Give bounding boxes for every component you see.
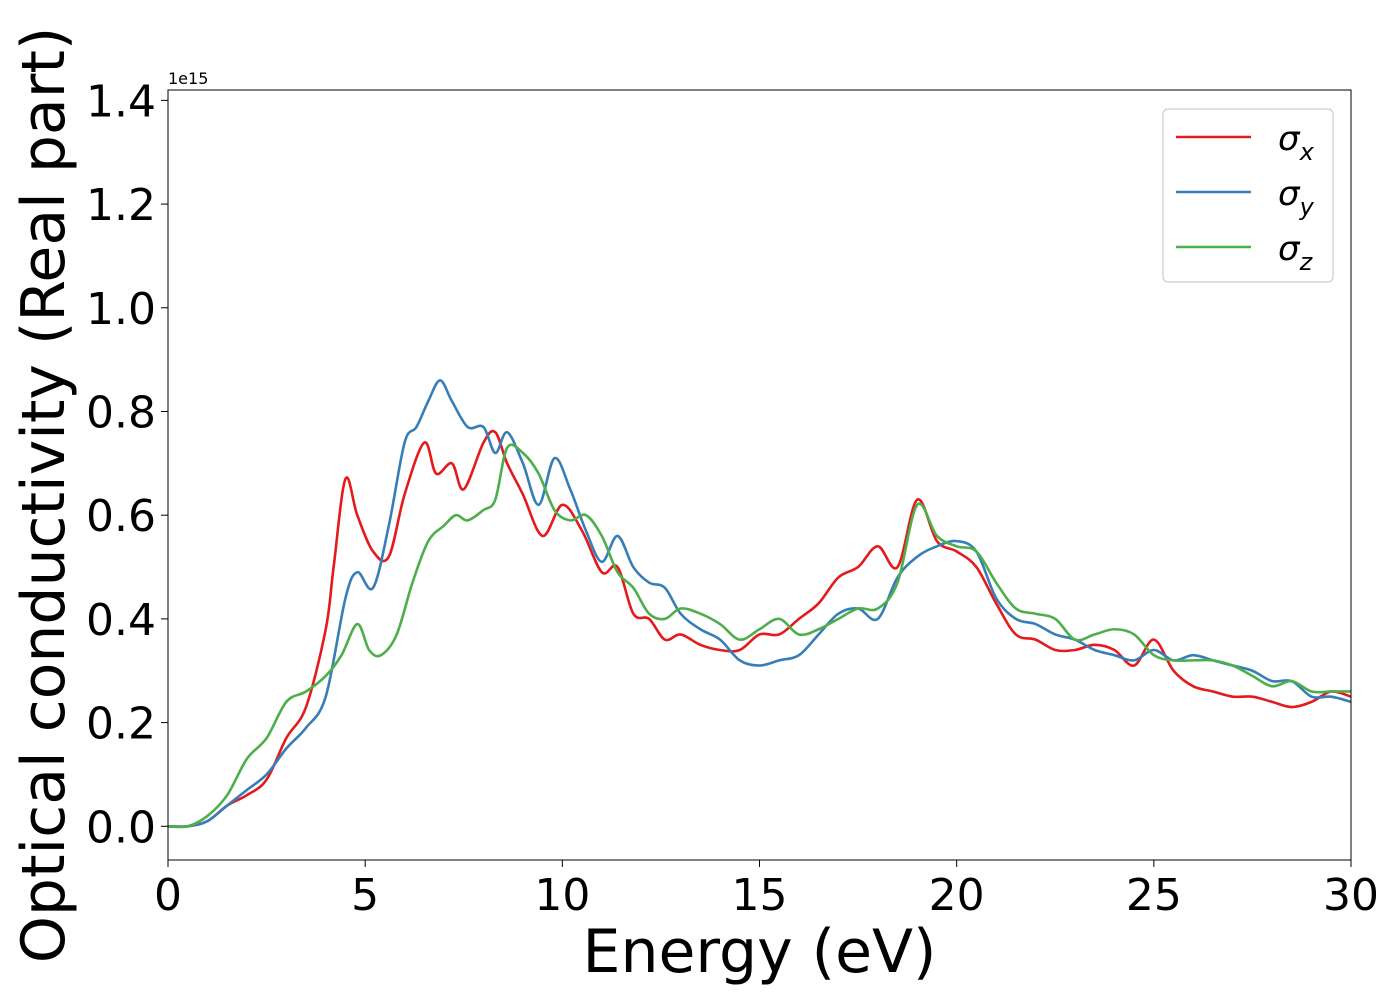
y-tick-label: 1.0 xyxy=(86,284,156,335)
x-tick-label: 15 xyxy=(732,870,788,921)
x-axis: 0 5 10 15 20 25 30 xyxy=(154,860,1379,921)
legend-label-z: σz xyxy=(1278,229,1314,276)
y-tick-label: 0.6 xyxy=(86,491,156,542)
series-line-z xyxy=(167,443,1351,829)
x-tick-label: 0 xyxy=(154,870,182,921)
x-tick-label: 25 xyxy=(1126,870,1182,921)
y-tick-label: 0.0 xyxy=(86,802,156,853)
x-tick-label: 20 xyxy=(929,870,985,921)
legend-box xyxy=(1162,108,1334,283)
y-tick-label: 0.8 xyxy=(86,387,156,438)
y-tick-label: 1.2 xyxy=(86,180,156,231)
y-tick-label: 1.4 xyxy=(86,76,156,127)
y-tick-label: 0.2 xyxy=(86,699,156,750)
legend-label-y: σy xyxy=(1278,174,1315,221)
y-axis-title: Optical conductivity (Real part) xyxy=(9,27,79,964)
x-tick-label: 30 xyxy=(1323,870,1379,921)
x-tick-label: 5 xyxy=(351,870,379,921)
series-line-y xyxy=(167,379,1352,828)
legend: σx σy σz xyxy=(1162,108,1334,283)
y-offset-label: 1e15 xyxy=(168,69,208,88)
series-line-x xyxy=(167,429,1352,828)
series-layer xyxy=(167,379,1352,829)
x-tick-label: 10 xyxy=(534,870,590,921)
legend-label-x: σx xyxy=(1278,119,1315,166)
x-axis-title: Energy (eV) xyxy=(583,917,937,987)
y-axis: 0.0 0.2 0.4 0.6 0.8 1.0 1.2 1.4 xyxy=(86,76,168,853)
y-tick-label: 0.4 xyxy=(86,595,156,646)
